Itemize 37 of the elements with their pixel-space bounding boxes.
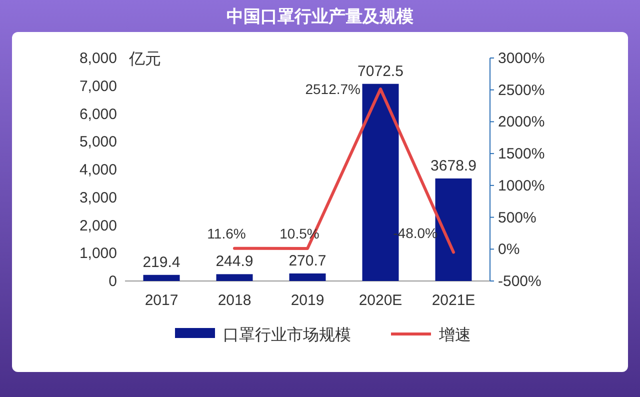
y2-tick-label: 1000% [498,177,545,194]
y2-tick-label: -500% [498,273,542,290]
x-tick-label: 2019 [290,292,324,309]
y-tick-label: 0 [108,273,117,290]
bar [216,274,253,281]
bar [143,274,180,281]
y-tick-label: 1,000 [79,245,117,262]
legend-label: 口罩行业市场规模 [223,326,351,344]
y-tick-label: 7,000 [79,78,117,95]
data-label: 270.7 [288,252,326,270]
x-tick-label: 2021E [432,292,476,309]
bar [289,273,326,281]
y2-tick-label: 0% [498,241,520,258]
data-label: 244.9 [216,253,254,270]
x-tick-label: 2020E [358,292,402,309]
data-label: 7072.5 [358,62,404,80]
y-axis-title: 亿元 [128,51,161,68]
y-tick-label: 2,000 [79,217,117,234]
legend-label: 增速 [438,326,471,344]
y2-tick-label: 500% [498,209,536,226]
y2-tick-label: 1500% [498,146,545,163]
y-tick-label: 8,000 [79,50,117,67]
chart-title: 中国口罩行业产量及规模 [226,7,414,26]
x-tick-label: 2017 [144,292,178,309]
data-label: 2512.7% [305,81,360,98]
y-tick-label: 4,000 [79,162,117,178]
y-tick-label: 5,000 [79,134,117,151]
y2-tick-label: 3000% [498,50,545,67]
y-tick-label: 3,000 [79,189,117,206]
x-tick-label: 2018 [218,292,252,309]
y2-tick-label: 2500% [498,82,545,99]
data-label: 11.6% [207,225,246,242]
y-tick-label: 6,000 [79,106,117,123]
data-label: 3678.9 [430,157,476,174]
y2-tick-label: 2000% [498,114,545,131]
data-label: 219.4 [142,254,180,271]
bar [435,178,472,281]
